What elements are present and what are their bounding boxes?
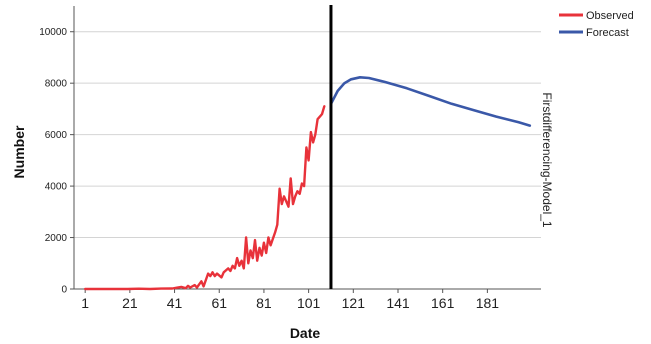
x-tick-label: 81	[256, 295, 272, 311]
x-tick-labels: 1 21 41 61 81 101 121 141 161 181	[81, 289, 499, 311]
series-line-observed	[84, 105, 326, 291]
x-tick-label: 101	[297, 295, 321, 311]
y-tick-label: 8000	[45, 79, 68, 90]
legend: Observed Forecast	[559, 10, 634, 39]
x-tick-label: 181	[476, 295, 500, 311]
y-tick-label: 2000	[45, 233, 68, 244]
x-tick-label: 1	[81, 295, 89, 311]
x-tick-label: 141	[386, 295, 410, 311]
y-tick-label: 4000	[45, 182, 68, 193]
x-tick-label: 161	[431, 295, 455, 311]
x-tick-label: 121	[342, 295, 366, 311]
x-tick-label: 61	[211, 295, 227, 311]
y-axis-title: Number	[11, 125, 27, 178]
legend-label-observed: Observed	[586, 10, 634, 22]
y-tick-label: 6000	[45, 130, 68, 141]
series-line-forecast	[329, 76, 532, 127]
gridlines	[74, 31, 541, 239]
y-tick-label: 10000	[39, 27, 67, 38]
series-layer	[84, 76, 532, 291]
y-tick-label: 0	[61, 285, 67, 296]
x-tick-label: 41	[167, 295, 183, 311]
x-axis-title: Date	[290, 325, 321, 341]
legend-label-forecast: Forecast	[586, 27, 629, 39]
model-side-label: Firstdifferencing-Model_1	[540, 92, 554, 228]
x-tick-label: 21	[122, 295, 138, 311]
y-tick-labels: 0 2000 4000 6000 8000 10000	[39, 27, 74, 296]
